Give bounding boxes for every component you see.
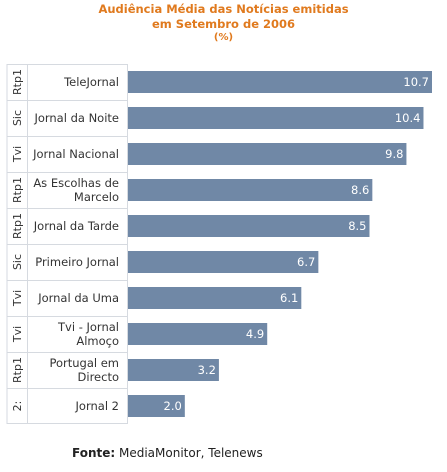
channel-label: Sic — [11, 254, 24, 270]
data-label: 2.0 — [164, 399, 182, 413]
category-label: Primeiro Jornal — [35, 255, 119, 269]
bar — [128, 395, 185, 417]
channel-label: Rtp1 — [11, 69, 24, 95]
channel-label: Tvi — [11, 146, 24, 163]
category-label: TeleJornal — [63, 75, 119, 89]
chart-title: Audiência Média das Notícias emitidas em… — [0, 2, 447, 44]
source-label: Fonte: — [72, 446, 116, 460]
category-label: Portugal em — [49, 356, 119, 370]
data-label: 10.4 — [395, 111, 421, 125]
bar — [128, 107, 424, 129]
data-label: 8.6 — [351, 183, 369, 197]
chart-unit: (%) — [213, 32, 234, 43]
bar — [128, 251, 319, 273]
chart-title-line1: Audiência Média das Notícias emitidas — [98, 2, 349, 16]
channel-label: Rtp1 — [11, 213, 24, 239]
channel-label: Tvi — [11, 290, 24, 307]
category-label: Jornal da Noite — [33, 111, 119, 125]
category-label: Marcelo — [74, 190, 119, 204]
channel-label: Rtp1 — [11, 357, 24, 383]
bar — [128, 143, 407, 165]
channel-label: 2: — [11, 401, 24, 412]
channel-label: Tvi — [11, 326, 24, 343]
bar — [128, 323, 268, 345]
data-label: 8.5 — [348, 219, 366, 233]
category-label: As Escolhas de — [33, 176, 119, 190]
category-label: Almoço — [76, 334, 119, 348]
bar — [128, 179, 373, 201]
source-text: MediaMonitor, Telenews — [115, 446, 263, 460]
category-label: Jornal Nacional — [32, 147, 119, 161]
channel-label: Rtp1 — [11, 177, 24, 203]
data-label: 9.8 — [385, 147, 403, 161]
category-label: Jornal 2 — [75, 399, 119, 413]
bar — [128, 71, 432, 93]
data-label: 6.7 — [297, 255, 315, 269]
category-label: Directo — [78, 370, 119, 384]
chart-title-line2: em Setembro de 2006 — [152, 17, 295, 31]
bar-chart: Rtp1 TeleJornal 10.7 Sic Jornal da Noite 10.4… — [6, 64, 432, 424]
data-label: 10.7 — [403, 75, 429, 89]
category-label: Jornal da Uma — [37, 291, 119, 305]
category-label: Jornal da Tarde — [33, 219, 119, 233]
data-label: 3.2 — [198, 363, 216, 377]
bar — [128, 287, 302, 309]
category-label: Tvi - Jornal — [57, 320, 119, 334]
source-note: Fonte: MediaMonitor, Telenews — [72, 446, 263, 460]
data-label: 4.9 — [246, 327, 264, 341]
bar — [128, 215, 370, 237]
bar — [128, 359, 219, 381]
data-label: 6.1 — [280, 291, 298, 305]
channel-label: Sic — [11, 110, 24, 126]
